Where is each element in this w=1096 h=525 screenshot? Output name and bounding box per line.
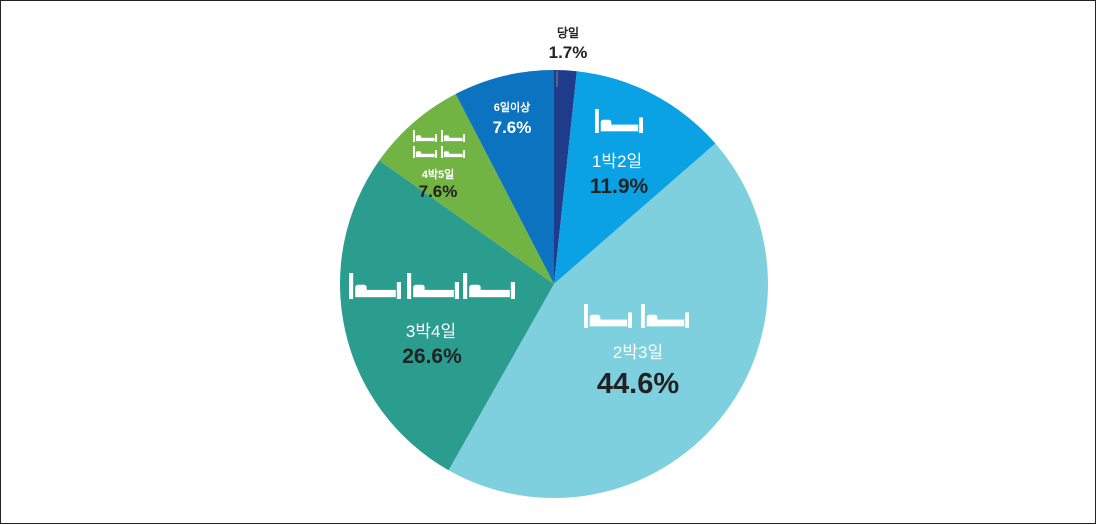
slice-label-day-trip: 당일 — [557, 25, 579, 40]
slice-value-4n5d: 7.6% — [419, 182, 458, 201]
slice-label-3n4d: 3박4일 — [406, 322, 456, 341]
pie-slice-3n4d — [339, 160, 554, 471]
slice-label-1n2d: 1박2일 — [592, 152, 642, 171]
bed-icon — [595, 109, 643, 133]
slice-value-6plus: 7.6% — [493, 118, 532, 137]
bed-icon — [413, 130, 437, 142]
slice-value-3n4d: 26.6% — [402, 345, 462, 368]
slice-label-4n5d: 4박5일 — [422, 167, 454, 181]
pie-slice-6plus — [455, 70, 554, 284]
slice-value-1n2d: 11.9% — [590, 175, 649, 198]
bed-icon — [463, 273, 515, 299]
bed-icon — [407, 273, 459, 299]
bed-icon — [349, 273, 401, 299]
pie-slice-4n5d — [379, 93, 554, 284]
slice-value-day-trip: 1.7% — [549, 43, 588, 62]
bed-icon — [441, 146, 465, 158]
bed-icon — [641, 304, 689, 328]
slice-label-6plus: 6일이상 — [494, 100, 530, 114]
bed-icon — [413, 146, 437, 158]
pie-slice-day-trip — [554, 70, 577, 284]
slice-value-2n3d: 44.6% — [597, 368, 679, 400]
pie-slice-1n2d — [554, 71, 716, 284]
slice-label-2n3d: 2박3일 — [613, 343, 663, 362]
bed-icon — [584, 304, 632, 328]
bed-icon — [441, 130, 465, 142]
